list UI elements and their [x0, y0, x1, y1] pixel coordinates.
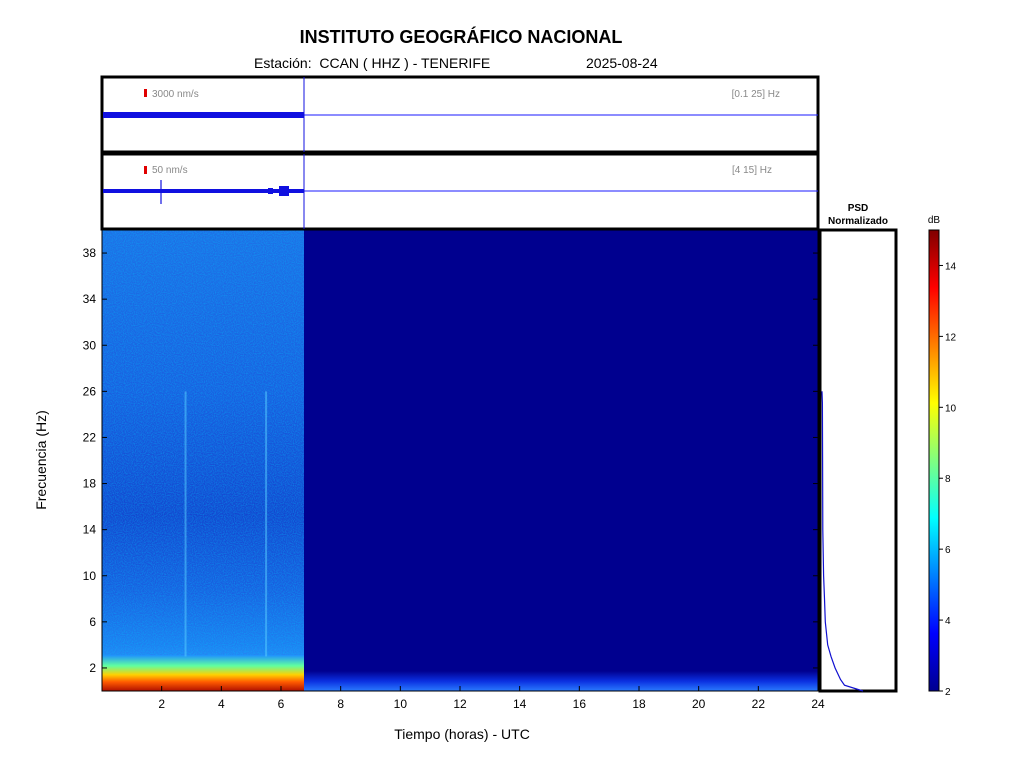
psd-curve [821, 391, 864, 692]
scale-label: 3000 nm/s [152, 89, 199, 100]
y-tick-label: 30 [83, 338, 97, 352]
x-axis-ticks: 2 4 6 8 10 12 14 16 18 20 22 24 [158, 686, 825, 711]
band-label: [0.1 25] Hz [732, 89, 780, 100]
streak-mark [265, 391, 268, 657]
burst-mark [279, 186, 289, 196]
colorbar-tick-label: 2 [945, 687, 951, 698]
x-tick-label: 14 [513, 697, 527, 711]
page-title: INSTITUTO GEOGRÁFICO NACIONAL [299, 27, 623, 47]
y-axis-label: Frecuencia (Hz) [33, 410, 49, 510]
colorbar-ticks: 2 4 6 8 10 12 14 [939, 261, 957, 698]
x-tick-label: 16 [573, 697, 587, 711]
low-frequency-band [102, 655, 304, 691]
colorbar-tick-label: 4 [945, 616, 951, 627]
x-tick-label: 4 [218, 697, 225, 711]
low-frequency-band-flat [304, 671, 818, 691]
colorbar-tick-label: 14 [945, 261, 957, 272]
scale-bar-icon [144, 166, 147, 174]
colorbar: dB 2 4 6 8 10 12 14 [928, 215, 957, 698]
x-tick-label: 2 [158, 697, 165, 711]
x-tick-label: 18 [632, 697, 646, 711]
y-tick-label: 10 [83, 569, 97, 583]
psd-title-line1: PSD [848, 203, 869, 214]
y-tick-label: 26 [83, 384, 97, 398]
x-tick-label: 8 [337, 697, 344, 711]
scale-label: 50 nm/s [152, 165, 188, 176]
vertical-streaks [184, 391, 268, 657]
noise-band [103, 112, 304, 118]
streak-mark [184, 391, 187, 657]
y-tick-label: 14 [83, 523, 97, 537]
psd-frame [818, 228, 898, 693]
seismogram-panel-filtered: 50 nm/s [4 15] Hz [100, 152, 820, 231]
y-tick-label: 22 [83, 430, 97, 444]
noise-band [103, 189, 304, 193]
colorbar-gradient [928, 229, 940, 692]
psd-panel: PSD Normalizado [818, 203, 898, 693]
seismogram-panel-broadband: 3000 nm/s [0.1 25] Hz [100, 75, 820, 154]
y-tick-label: 34 [83, 292, 97, 306]
colorbar-tick-label: 12 [945, 332, 957, 343]
y-tick-label: 18 [83, 477, 97, 491]
station-label: Estación: CCAN ( HHZ ) - TENERIFE [254, 55, 491, 71]
band-label: [4 15] Hz [732, 165, 772, 176]
x-tick-label: 24 [811, 697, 825, 711]
x-tick-label: 22 [752, 697, 766, 711]
y-tick-label: 6 [89, 615, 96, 629]
colorbar-tick-label: 6 [945, 545, 951, 556]
spectrogram: 2 4 6 8 10 12 14 16 18 20 22 24 261014182226303438 … [33, 229, 825, 742]
colorbar-tick-label: 10 [945, 403, 957, 414]
colorbar-label: dB [928, 215, 941, 226]
burst-mark [268, 188, 273, 194]
date-label: 2025-08-24 [586, 55, 658, 71]
x-tick-label: 20 [692, 697, 706, 711]
x-axis-label: Tiempo (horas) - UTC [394, 726, 530, 742]
active-data-speckle [102, 230, 304, 680]
psd-title-line2: Normalizado [828, 216, 888, 227]
x-tick-label: 12 [453, 697, 467, 711]
y-tick-label: 38 [83, 246, 97, 260]
x-tick-label: 10 [394, 697, 408, 711]
scale-bar-icon [144, 89, 147, 97]
colorbar-tick-label: 8 [945, 474, 951, 485]
y-tick-label: 2 [89, 661, 96, 675]
x-tick-label: 6 [278, 697, 285, 711]
